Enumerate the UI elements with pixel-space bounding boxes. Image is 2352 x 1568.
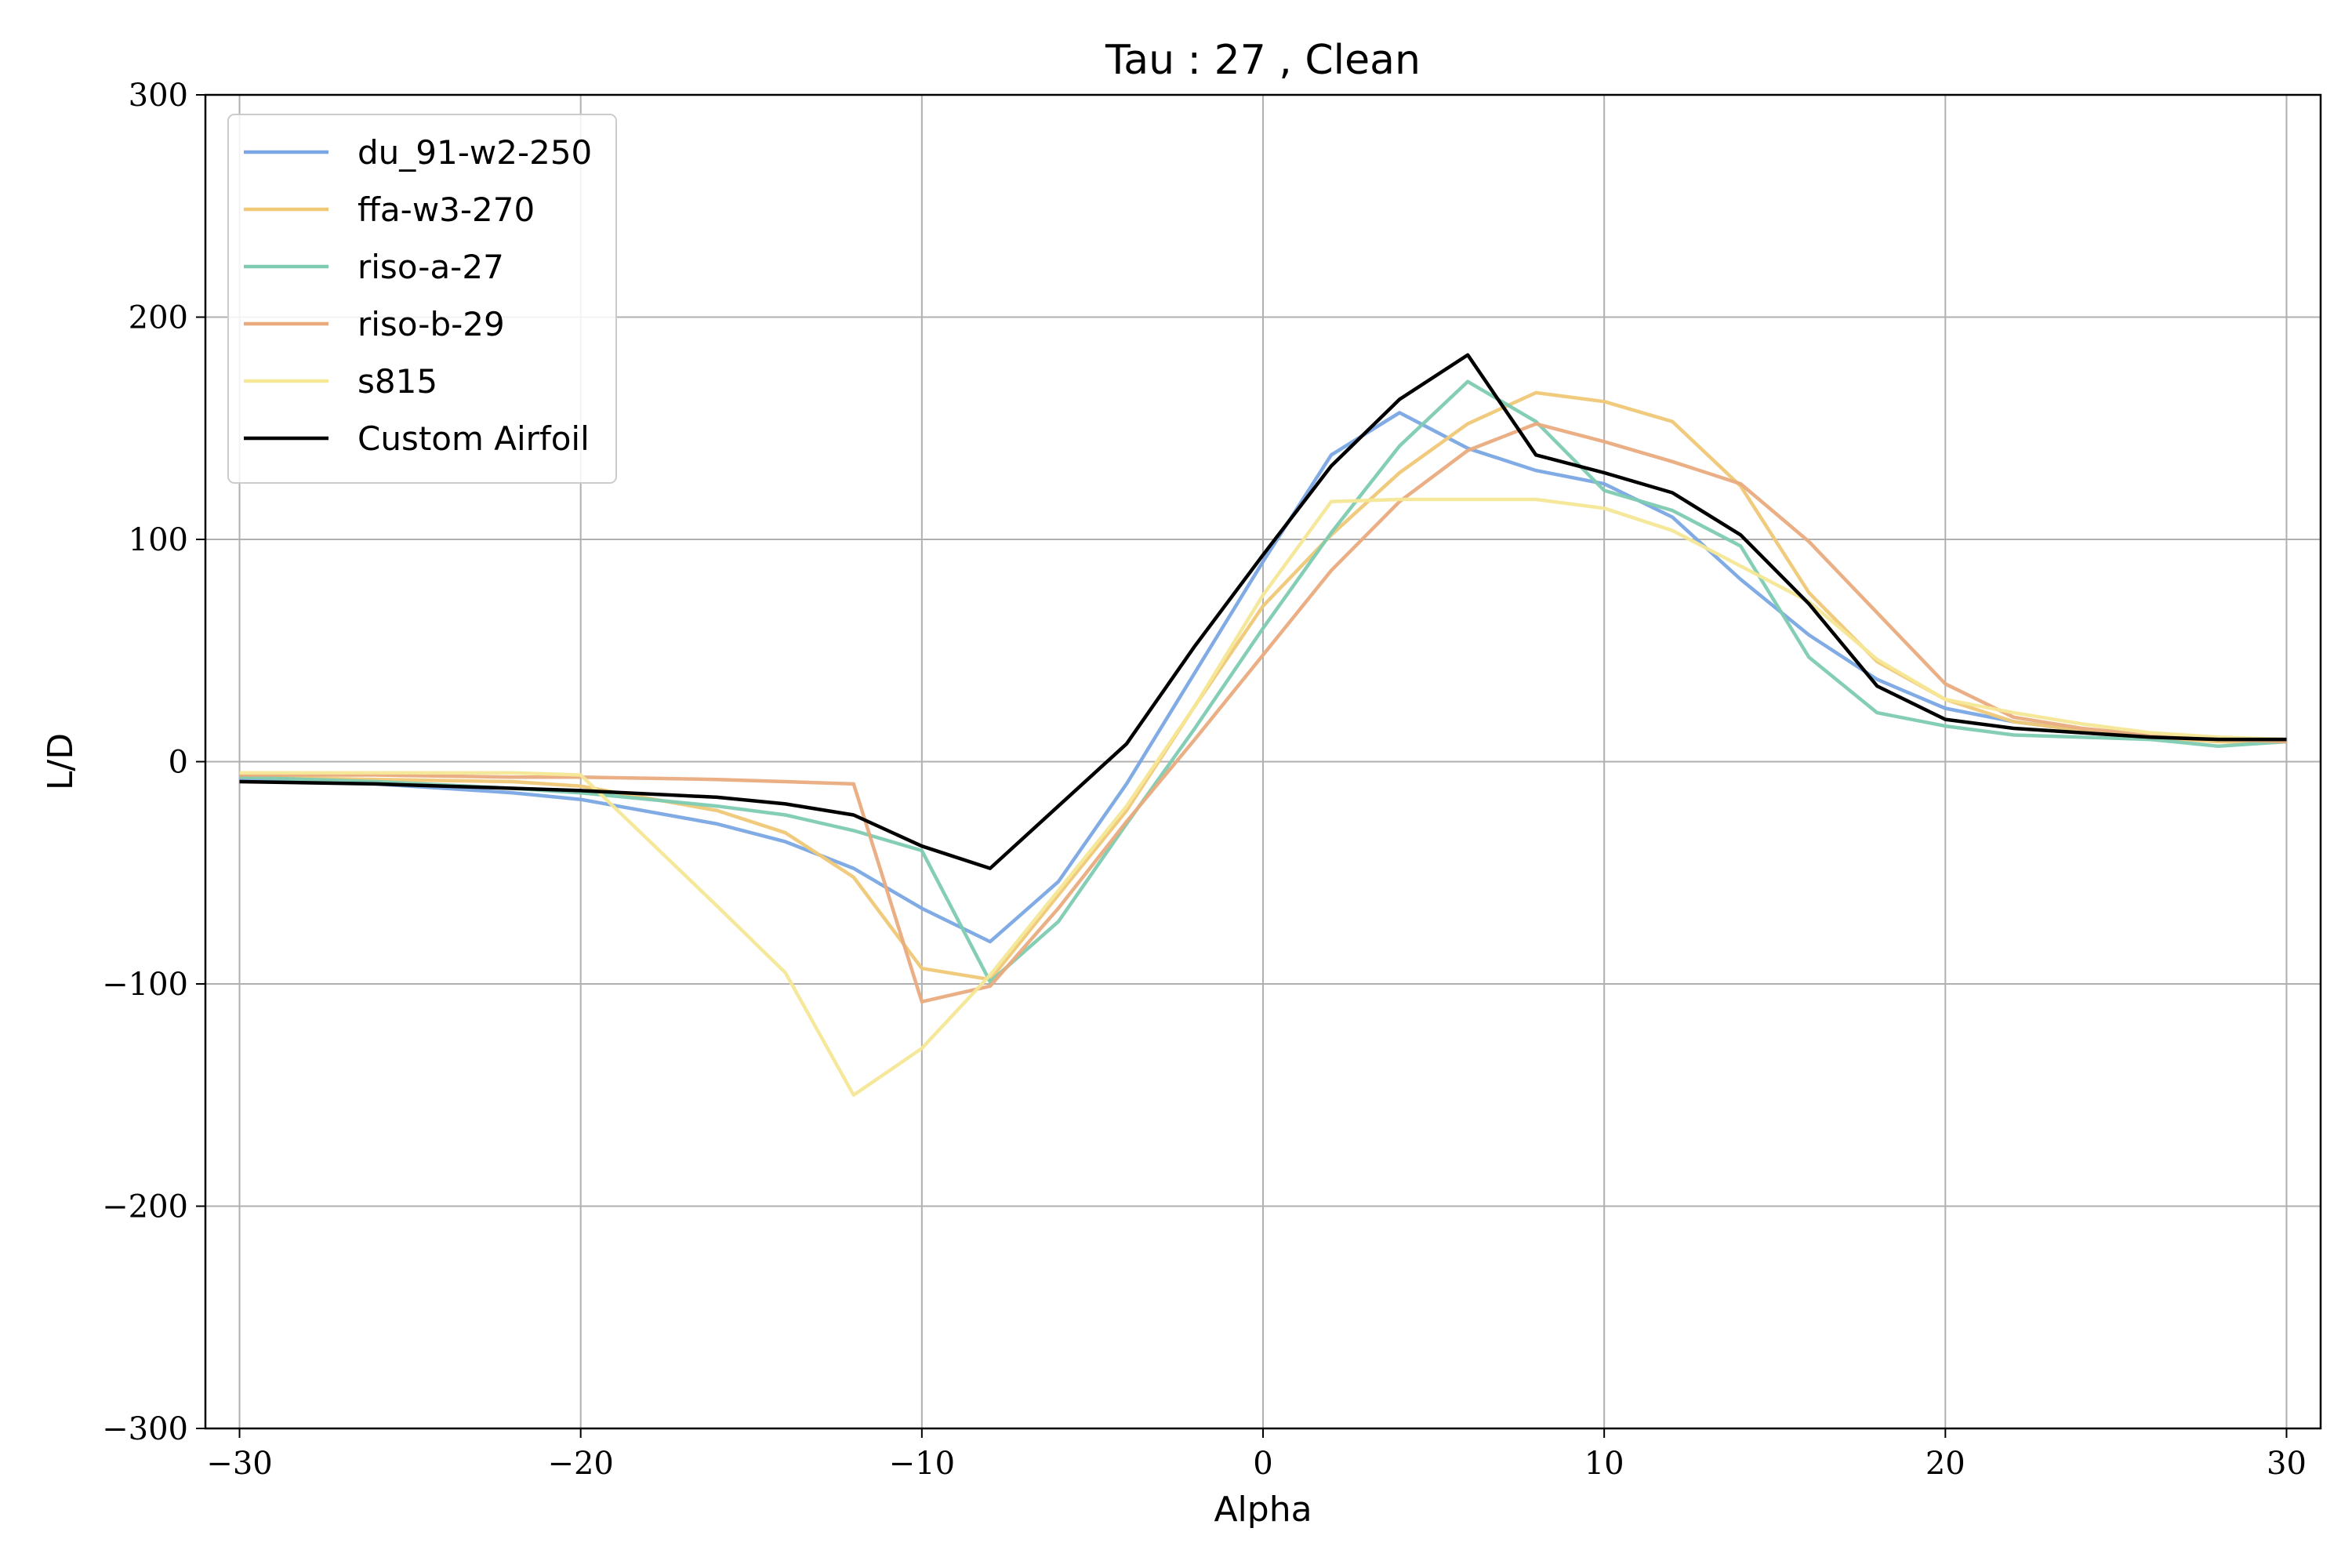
y-tick-label: 0 [169,745,188,781]
legend-label: riso-a-27 [358,248,504,286]
legend-label: Custom Airfoil [358,419,590,458]
y-axis-label: L/D [41,733,81,790]
legend-label: s815 [358,362,437,401]
x-tick-label: 30 [2267,1446,2307,1482]
x-tick-label: 0 [1253,1446,1272,1482]
y-tick-label: 300 [129,78,188,114]
y-tick-label: −300 [102,1411,188,1447]
series-lines [239,353,2287,1098]
x-tick-label: 20 [1926,1446,1965,1482]
y-tick-label: 100 [129,522,188,558]
legend-label: ffa-w3-270 [358,191,535,229]
series-line-5 [239,353,2287,870]
x-axis-label: Alpha [1214,1490,1312,1530]
chart-title: Tau : 27 , Clean [1105,37,1421,84]
series-line-3 [239,422,2287,1004]
legend-label: riso-b-29 [358,305,505,343]
legend-label: du_91-w2-250 [358,133,592,172]
series-line-4 [239,497,2287,1098]
series-line-1 [239,390,2287,982]
legend-box [227,114,617,484]
y-tick-label: −200 [102,1189,188,1225]
y-tick-label: −100 [102,967,188,1003]
x-tick-label: 10 [1584,1446,1624,1482]
x-tick-label: −20 [547,1446,613,1482]
series-line-2 [239,379,2287,984]
y-tick-label: 200 [129,300,188,336]
x-tick-label: −10 [889,1446,955,1482]
x-tick-label: −30 [206,1446,272,1482]
legend: du_91-w2-250 ffa-w3-270 riso-a-27 riso-b-29… [227,114,617,484]
